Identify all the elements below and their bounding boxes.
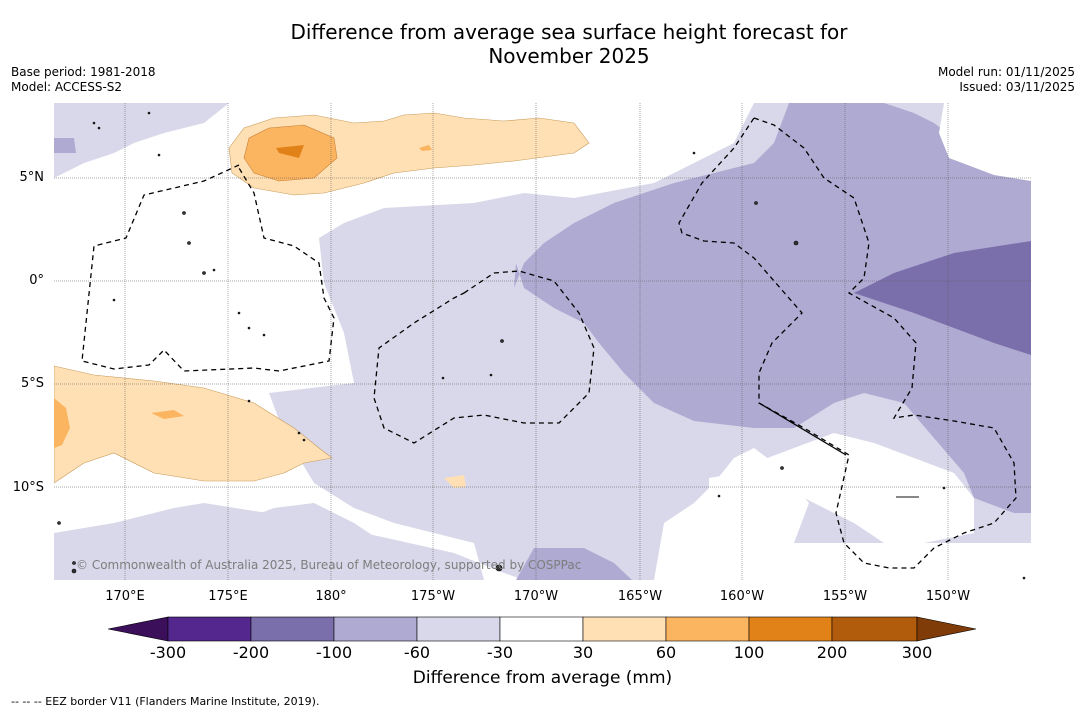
lat-label-0: 0° [29,273,44,288]
anomaly-region-orange-south-small [151,410,184,419]
colorbar-segment-5 [499,616,584,642]
colorbar-segment-8 [748,616,833,642]
colorbar-tick-3: -100 [315,643,353,662]
colorbar-segment-6 [582,616,667,642]
anomaly-region-light-orange-south [54,365,333,484]
colorbar-tick-9: 200 [816,643,848,662]
colorbar-tick-7: 60 [655,643,677,662]
neutral-region-northeast [939,103,1031,181]
neutral-region-small [709,473,742,523]
lon-label-160w: 160°W [719,589,765,604]
metadata-right: Model run: 01/11/2025 Issued: 03/11/2025 [938,65,1075,95]
anomaly-region-dark-purple [854,241,1031,355]
anomaly-region-small-purple [54,138,76,153]
lon-label-150w: 150°W [925,589,971,604]
boundary-line [758,402,847,456]
colorbar-segment-9 [831,616,918,642]
neutral-region-east [754,433,974,543]
anomaly-region-light-purple-sw [224,503,414,580]
lon-label-175w: 175°W [410,589,456,604]
colorbar-segment-2 [250,616,335,642]
lon-label-170e: 170°E [105,589,145,604]
colorbar-segment-under [108,616,169,642]
lat-label-5n: 5°N [19,170,45,185]
islands [57,111,1026,580]
colorbar-tick-5: -30 [486,643,514,662]
colorbar-tick-6: 30 [572,643,594,662]
colorbar-tick-2: -200 [232,643,270,662]
colorbar-tick-4: -60 [403,643,431,662]
lon-label-165w: 165°W [617,589,663,604]
anomaly-region-light-purple-nw [54,103,229,178]
model-name: Model: ACCESS-S2 [11,80,123,94]
eez-borders [81,117,1017,569]
lon-label-155w: 155°W [822,589,868,604]
colorbar-segment-1 [167,616,252,642]
colorbar-tick-10: 300 [901,643,933,662]
anomaly-region-medium-purple-sw [516,548,632,580]
colorbar-segment-4 [416,616,501,642]
colorbar-title: Difference from average (mm) [412,668,673,688]
lon-label-175e: 175°E [208,589,248,604]
colorbar-segment-7 [665,616,750,642]
anomaly-region-orange-south [54,398,70,448]
copyright-credit: © Commonwealth of Australia 2025, Bureau… [76,558,582,572]
eez-legend: -- -- -- EEZ border V11 (Flanders Marine… [11,695,320,708]
title-line-1: Difference from average sea surface heig… [290,20,848,44]
colorbar-tick-1: -300 [149,643,187,662]
base-period: Base period: 1981-2018 [11,65,156,79]
colorbar-segment-over [916,616,977,642]
lon-label-180: 180° [315,589,347,604]
sea-height-map [54,103,1031,580]
lon-label-170w: 170°W [513,589,559,604]
colorbar [108,616,977,642]
lat-label-10s: 10°S [12,480,44,495]
colorbar-segment-3 [333,616,418,642]
anomaly-region-dark-orange-north [276,145,304,158]
issued-date: Issued: 03/11/2025 [959,80,1075,94]
lat-label-5s: 5°S [20,376,44,391]
anomaly-region-small-orange [419,145,432,151]
page-title: Difference from average sea surface heig… [0,20,1085,68]
anomaly-region-medium-purple [514,103,1031,513]
model-run: Model run: 01/11/2025 [937,65,1075,79]
colorbar-tick-8: 100 [733,643,765,662]
metadata-left: Base period: 1981-2018 Model: ACCESS-S2 [11,65,156,95]
title-line-2: November 2025 [488,44,650,68]
anomaly-region-light-orange-small [444,475,466,488]
